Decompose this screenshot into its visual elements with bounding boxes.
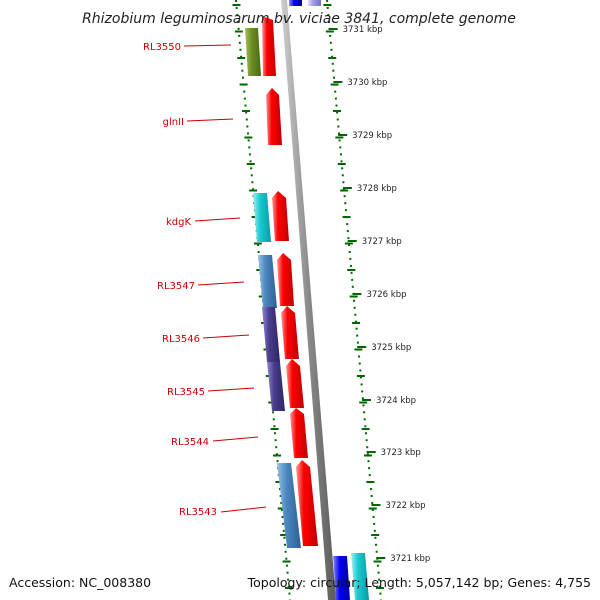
- tick-label: 3731 kbp: [343, 25, 383, 35]
- outer-ring: [326, 0, 382, 600]
- tick-label: 3730 kbp: [347, 78, 387, 88]
- feature-bottom-blue: [333, 556, 350, 600]
- gene-label-rl3544: RL3544: [171, 437, 209, 448]
- gene-label-rl3550: RL3550: [143, 42, 181, 53]
- feature-kdgk-red: [272, 191, 289, 241]
- feature-rl3545-red: [286, 359, 304, 408]
- leader-rl3545: [207, 387, 255, 392]
- tick-label: 3728 kbp: [357, 184, 397, 194]
- tick-label: 3722 kbp: [385, 501, 425, 511]
- gene-label-rl3545: RL3545: [167, 387, 205, 398]
- gene-label-rl3547: RL3547: [157, 281, 195, 292]
- feature-glnii-red: [266, 88, 282, 145]
- leader-rl3546: [202, 334, 250, 339]
- feature-kdgk-cyan: [253, 193, 271, 242]
- gene-label-glnii: glnII: [163, 117, 184, 128]
- feature-rl3550-red: [262, 16, 276, 76]
- map-title: Rhizobium leguminosarum bv. viciae 3841,…: [82, 11, 516, 27]
- feature-rl3545-slate: [267, 362, 285, 411]
- gene-label-kdgk: kdgK: [166, 217, 191, 228]
- gene-label-rl3546: RL3546: [162, 334, 200, 345]
- leader-rl3547: [197, 281, 245, 286]
- tick-label: 3721 kbp: [390, 554, 430, 564]
- leader-glnii: [186, 118, 234, 122]
- feature-rl3547-red: [277, 253, 294, 306]
- feature-rl3550-olive: [245, 28, 261, 76]
- feature-top-lavender: [308, 0, 321, 6]
- feature-rl3546-slate: [262, 307, 280, 362]
- leader-rl3544: [212, 436, 259, 442]
- tick-label: 3724 kbp: [376, 396, 416, 406]
- tick-label: 3726 kbp: [366, 290, 406, 300]
- feature-bottom-cyan: [351, 553, 369, 600]
- leader-rl3550: [183, 44, 232, 47]
- backbone: [281, 0, 336, 600]
- feature-top-blue: [289, 0, 302, 6]
- tick-label: 3729 kbp: [352, 131, 392, 141]
- accession-text: Accession: NC_008380: [9, 575, 151, 590]
- feature-rl3543-red: [296, 460, 318, 546]
- gene-label-rl3543: RL3543: [179, 507, 217, 518]
- feature-rl3546-red: [281, 306, 299, 359]
- tick-label: 3725 kbp: [371, 343, 411, 353]
- leader-kdgk: [194, 217, 241, 222]
- feature-rl3544-red: [290, 408, 308, 458]
- feature-rl3547-steel: [258, 255, 277, 308]
- tick-label: 3723 kbp: [381, 448, 421, 458]
- tick-label: 3727 kbp: [362, 237, 402, 247]
- feature-rl3543-steel: [277, 463, 301, 548]
- tick-labels: 3731 kbp 3730 kbp 3729 kbp 3728 kbp 3727 kbp…: [343, 25, 431, 564]
- topology-text: Topology: circular; Length: 5,057,142 bp…: [247, 575, 591, 590]
- leader-rl3543: [220, 506, 267, 513]
